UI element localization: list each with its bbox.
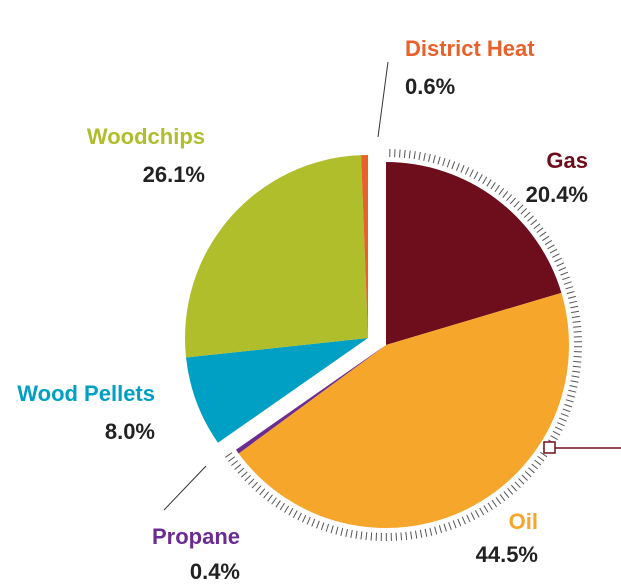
slice-label: Wood Pellets xyxy=(17,381,155,406)
pie-slice xyxy=(186,338,368,443)
slice-value-label: 0.6% xyxy=(405,74,455,99)
slice-value-label: 26.1% xyxy=(143,162,205,187)
slice-value-label: 20.4% xyxy=(526,182,588,207)
slice-label: Gas xyxy=(546,148,588,173)
pie-slice xyxy=(386,162,562,345)
pie-slice xyxy=(185,155,368,358)
pie: Gas 20.4% Oil 44.5% Propane 0.4% Wood Pellets 8… xyxy=(17,36,588,584)
slice-label: Propane xyxy=(152,524,240,549)
pointer-marker xyxy=(543,441,556,454)
slice-value-label: 8.0% xyxy=(105,419,155,444)
slice-label: Oil xyxy=(509,509,538,534)
leader-line xyxy=(163,465,207,511)
pie-slice xyxy=(235,345,386,454)
pie-slice xyxy=(238,292,569,528)
slice-value-label: 0.4% xyxy=(190,559,240,584)
tick-ring xyxy=(225,149,582,542)
pie-slice xyxy=(361,155,368,338)
slice-value-label: 44.5% xyxy=(476,542,538,567)
slice-label: District Heat xyxy=(405,36,535,61)
decoration xyxy=(163,61,621,511)
leader-line xyxy=(377,61,389,138)
slice-label: Woodchips xyxy=(87,124,205,149)
